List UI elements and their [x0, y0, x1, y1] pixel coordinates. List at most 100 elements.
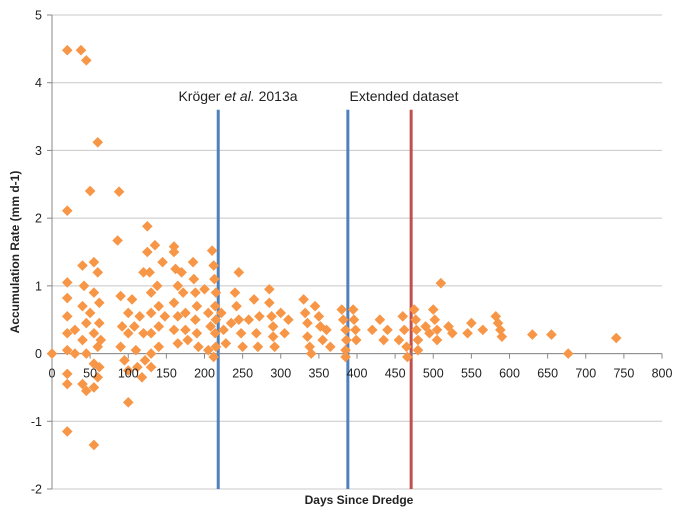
x-tick-label: 350	[308, 367, 329, 381]
data-point	[412, 334, 424, 346]
data-point	[115, 341, 126, 353]
data-point	[309, 300, 321, 312]
data-point	[431, 334, 443, 346]
data-point	[275, 307, 287, 319]
data-point	[77, 378, 88, 390]
data-point	[61, 327, 73, 339]
data-point	[348, 314, 360, 326]
data-point	[176, 267, 187, 278]
data-point	[113, 186, 125, 198]
data-point	[424, 327, 435, 339]
data-point	[210, 314, 222, 326]
data-point	[208, 351, 219, 363]
data-point	[350, 334, 362, 346]
y-tick-label: 0	[35, 347, 42, 361]
data-point	[302, 317, 313, 329]
data-point	[115, 290, 126, 302]
data-point	[168, 324, 180, 336]
annotation-kroger: Kröger et al. 2013a	[178, 88, 297, 104]
data-point	[374, 314, 386, 326]
x-tick-label: 450	[385, 367, 406, 381]
data-point	[254, 311, 265, 322]
data-point	[325, 341, 336, 353]
x-tick-label: 550	[461, 367, 482, 381]
data-point	[134, 311, 145, 322]
data-point	[180, 324, 191, 336]
data-point	[81, 317, 92, 329]
data-point	[170, 263, 181, 275]
data-point	[191, 327, 203, 339]
x-tick-label: 500	[423, 367, 444, 381]
data-point	[209, 273, 220, 285]
data-point	[93, 317, 105, 329]
data-point	[77, 300, 88, 312]
data-point	[126, 294, 138, 305]
data-point	[225, 317, 237, 329]
data-point	[61, 344, 73, 356]
x-tick-label: 400	[347, 367, 368, 381]
data-point	[267, 331, 279, 342]
x-tick-label: 600	[499, 367, 520, 381]
data-point	[84, 185, 96, 197]
data-point	[188, 273, 200, 285]
data-point	[269, 341, 280, 353]
data-point	[180, 307, 191, 319]
data-point	[145, 307, 157, 319]
data-point	[116, 321, 128, 332]
data-point	[340, 324, 351, 336]
data-point	[122, 365, 134, 376]
data-point	[81, 55, 92, 66]
data-point	[93, 297, 105, 309]
x-tick-label: 300	[270, 367, 291, 381]
data-point	[92, 267, 104, 278]
data-point	[119, 355, 130, 366]
data-point	[398, 324, 410, 336]
data-point	[252, 341, 264, 353]
data-point	[145, 348, 157, 359]
data-point	[435, 277, 447, 289]
x-tick-label: 650	[537, 367, 558, 381]
data-point	[177, 287, 189, 298]
y-tick-label: 5	[35, 9, 42, 23]
data-point	[69, 324, 81, 336]
data-point	[336, 304, 348, 315]
data-point	[142, 220, 153, 232]
x-axis-title: Days Since Dredge	[305, 493, 414, 507]
data-point	[411, 324, 422, 336]
data-point	[95, 334, 107, 346]
data-point	[81, 385, 92, 397]
data-point	[210, 287, 222, 298]
data-point	[366, 324, 378, 336]
data-point	[279, 327, 290, 339]
data-point	[77, 334, 88, 346]
data-point	[88, 327, 100, 339]
data-point	[61, 378, 73, 390]
data-point	[462, 327, 473, 339]
data-point	[466, 317, 477, 329]
data-point	[209, 300, 221, 312]
data-point	[340, 344, 351, 356]
data-point	[191, 300, 203, 312]
data-point	[203, 307, 214, 319]
data-point	[149, 239, 161, 251]
data-point	[168, 297, 180, 309]
data-point	[129, 321, 140, 332]
data-point	[75, 44, 87, 56]
data-point	[136, 371, 148, 383]
data-point	[267, 321, 279, 332]
data-point	[410, 314, 422, 326]
data-point	[122, 327, 134, 339]
y-tick-label: -2	[31, 483, 42, 497]
data-points	[46, 44, 622, 451]
data-point	[350, 324, 361, 336]
annotation-kroger-suffix: 2013a	[255, 88, 298, 104]
data-point	[233, 267, 245, 278]
data-point	[88, 439, 100, 451]
data-point	[610, 332, 622, 344]
data-point	[92, 137, 104, 148]
data-point	[145, 327, 157, 339]
data-point	[157, 256, 168, 268]
x-tick-label: 0	[49, 367, 56, 381]
data-point	[88, 287, 100, 298]
